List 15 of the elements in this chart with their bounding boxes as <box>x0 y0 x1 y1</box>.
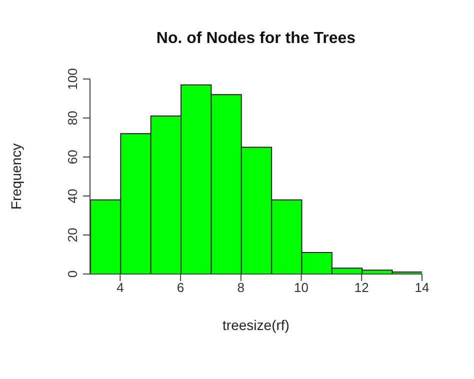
x-tick-label: 10 <box>294 280 309 296</box>
x-tick-label: 4 <box>116 280 124 296</box>
y-tick-label: 80 <box>65 110 80 126</box>
y-tick-label: 60 <box>65 150 80 164</box>
x-tick-label: 12 <box>354 280 369 296</box>
x-tick-label: 8 <box>237 280 245 296</box>
chart-title: No. of Nodes for the Trees <box>155 30 357 48</box>
x-axis-title: treesize(rf) <box>222 317 290 333</box>
y-axis-title: Frequency <box>8 143 24 210</box>
y-tick-label: 40 <box>65 188 80 204</box>
x-tick-label: 6 <box>176 280 184 296</box>
y-tick-label: 0 <box>65 270 80 278</box>
y-tick-label: 100 <box>65 68 80 90</box>
y-tick-label: 20 <box>65 228 80 242</box>
x-tick-label: 14 <box>414 280 430 296</box>
